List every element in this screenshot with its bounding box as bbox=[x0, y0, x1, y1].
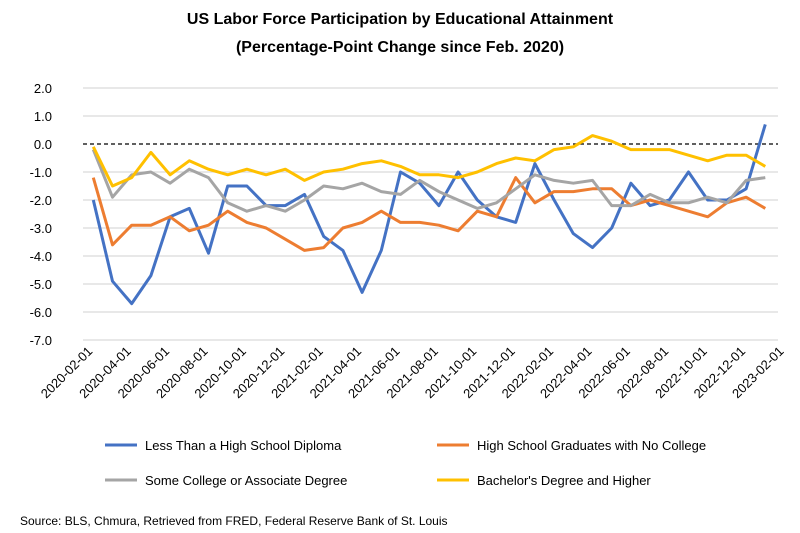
y-tick-label: -2.0 bbox=[30, 193, 52, 208]
y-tick-label: -6.0 bbox=[30, 305, 52, 320]
y-tick-label: -4.0 bbox=[30, 249, 52, 264]
y-tick-label: -3.0 bbox=[30, 221, 52, 236]
series-line bbox=[91, 123, 767, 306]
y-tick-label: 0.0 bbox=[34, 137, 52, 152]
legend-label: Bachelor's Degree and Higher bbox=[477, 473, 651, 488]
y-tick-label: -1.0 bbox=[30, 165, 52, 180]
y-tick-label: 1.0 bbox=[34, 109, 52, 124]
y-tick-label: -7.0 bbox=[30, 333, 52, 348]
series-line bbox=[91, 176, 767, 252]
legend-label: High School Graduates with No College bbox=[477, 438, 706, 453]
legend-label: Some College or Associate Degree bbox=[145, 473, 347, 488]
series-line bbox=[91, 134, 767, 188]
y-tick-label: -5.0 bbox=[30, 277, 52, 292]
legend-label: Less Than a High School Diploma bbox=[145, 438, 342, 453]
y-tick-label: 2.0 bbox=[34, 81, 52, 96]
series-line bbox=[91, 149, 766, 213]
chart-title: US Labor Force Participation by Educatio… bbox=[187, 11, 614, 28]
source-note: Source: BLS, Chmura, Retrieved from FRED… bbox=[20, 514, 448, 528]
chart-subtitle: (Percentage-Point Change since Feb. 2020… bbox=[236, 39, 564, 56]
